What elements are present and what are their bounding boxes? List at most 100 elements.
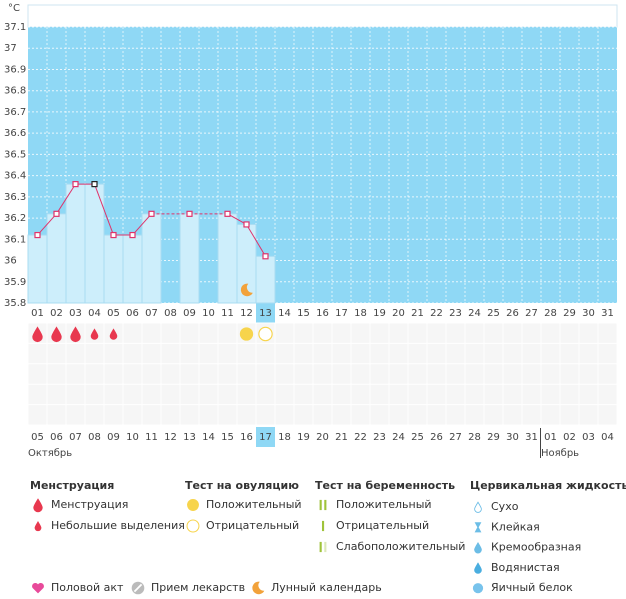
x-tick-label: 19: [373, 308, 386, 319]
x-tick-label: 20: [392, 308, 405, 319]
dot: [258, 326, 273, 342]
icon-moon: [252, 581, 265, 595]
month-label: Октябрь: [28, 448, 72, 459]
x-tick-label: 14: [278, 308, 291, 319]
icon-spotting: [109, 328, 118, 340]
y-tick-label: 36.8: [4, 86, 26, 97]
icon-preg-weak: [319, 541, 327, 553]
cycle-day: 02: [563, 432, 576, 443]
bar: [324, 541, 327, 553]
x-tick-label: 08: [164, 308, 177, 319]
y-tick-label: 36.2: [4, 213, 26, 224]
icon-ovulation-negative: [186, 519, 200, 533]
cycle-day: 19: [297, 432, 310, 443]
cycle-day: 07: [69, 432, 82, 443]
x-tick-label: 21: [411, 308, 424, 319]
y-tick-label: 36.5: [4, 149, 26, 160]
y-tick-label: 36.3: [4, 192, 26, 203]
legend-label: Яичный белок: [491, 581, 573, 594]
dot: [472, 583, 484, 594]
drop: [474, 562, 482, 574]
icon-dry: [474, 501, 482, 513]
icon-heart: [32, 582, 44, 594]
x-tick-label: 02: [50, 308, 63, 319]
icon-eggwhite: [472, 583, 484, 594]
legend-label: Положительный: [206, 498, 302, 511]
cycle-day: 10: [126, 432, 139, 443]
y-tick-label: 36.7: [4, 107, 26, 118]
y-tick-label: 36.1: [4, 234, 26, 245]
temp-point: [262, 253, 269, 260]
temp-point: [91, 181, 98, 188]
cycle-day: 17: [259, 432, 272, 443]
icon-ovulation-negative: [258, 326, 273, 342]
cycle-day: 14: [202, 432, 215, 443]
cycle-day: 23: [373, 432, 386, 443]
icon-ovulation-positive: [239, 327, 254, 341]
unit-label: °C: [8, 3, 20, 14]
x-tick-label: 29: [563, 308, 576, 319]
bar: [319, 541, 322, 553]
temp-segment: [246, 224, 266, 257]
drop: [70, 326, 81, 343]
legend-label: Кремообразная: [491, 541, 581, 554]
dot: [239, 327, 254, 341]
x-tick-label: 26: [506, 308, 519, 319]
temp-segment: [56, 183, 76, 215]
temp-segment: [37, 213, 57, 236]
x-tick-label: 10: [202, 308, 215, 319]
x-tick-label: 28: [544, 308, 557, 319]
x-tick-label: 03: [69, 308, 82, 319]
moon: [252, 581, 265, 595]
cycle-day: 22: [354, 432, 367, 443]
x-tick-label: 22: [430, 308, 443, 319]
legend-label: Лунный календарь: [271, 581, 382, 594]
x-tick-label: 13: [259, 308, 272, 319]
cycle-day: 18: [278, 432, 291, 443]
cycle-day: 26: [430, 432, 443, 443]
icon-creamy: [474, 542, 482, 554]
cycle-day: 03: [582, 432, 595, 443]
drop: [51, 326, 62, 343]
x-tick-label: 01: [31, 308, 44, 319]
bar: [321, 520, 325, 532]
legend-label: Отрицательный: [206, 519, 299, 532]
drop: [32, 326, 43, 343]
icon-spotting: [34, 521, 42, 532]
x-tick-label: 17: [335, 308, 348, 319]
y-tick-label: 36.4: [4, 171, 26, 182]
x-tick-label: 15: [297, 308, 310, 319]
temp-point: [34, 231, 41, 239]
cycle-day: 13: [183, 432, 196, 443]
temp-segment: [94, 183, 114, 236]
y-tick-label: 36.9: [4, 64, 26, 75]
icon-row-bg: [28, 323, 617, 425]
bar: [46, 213, 67, 304]
legend-label: Сухо: [491, 500, 519, 513]
legend: Менструация Менструация Небольшие выделени…: [30, 479, 626, 594]
x-tick-label: 07: [145, 308, 158, 319]
y-tick-label: 36: [4, 256, 17, 267]
x-tick-label: 25: [487, 308, 500, 319]
icon-menstruation: [70, 326, 81, 343]
y-tick-label: 35.9: [4, 277, 26, 288]
legend-title: Цервикальная жидкость: [470, 479, 626, 492]
x-tick-label: 05: [107, 308, 120, 319]
cycle-day: 04: [601, 432, 614, 443]
x-tick-label: 09: [183, 308, 196, 319]
legend-label: Отрицательный: [336, 519, 429, 532]
temp-point: [186, 210, 193, 217]
temp-point: [72, 181, 79, 188]
temp-point: [129, 231, 136, 239]
y-tick-label: 37: [4, 43, 17, 54]
drop: [474, 501, 482, 513]
icon-preg-positive: [319, 499, 327, 511]
temp-segment: [227, 213, 247, 225]
cycle-day: 28: [468, 432, 481, 443]
hourglass: [474, 522, 482, 533]
temp-segment: [132, 213, 152, 236]
legend-label: Половой акт: [51, 581, 124, 594]
legend-label: Водянистая: [491, 561, 560, 574]
bar: [217, 213, 238, 304]
